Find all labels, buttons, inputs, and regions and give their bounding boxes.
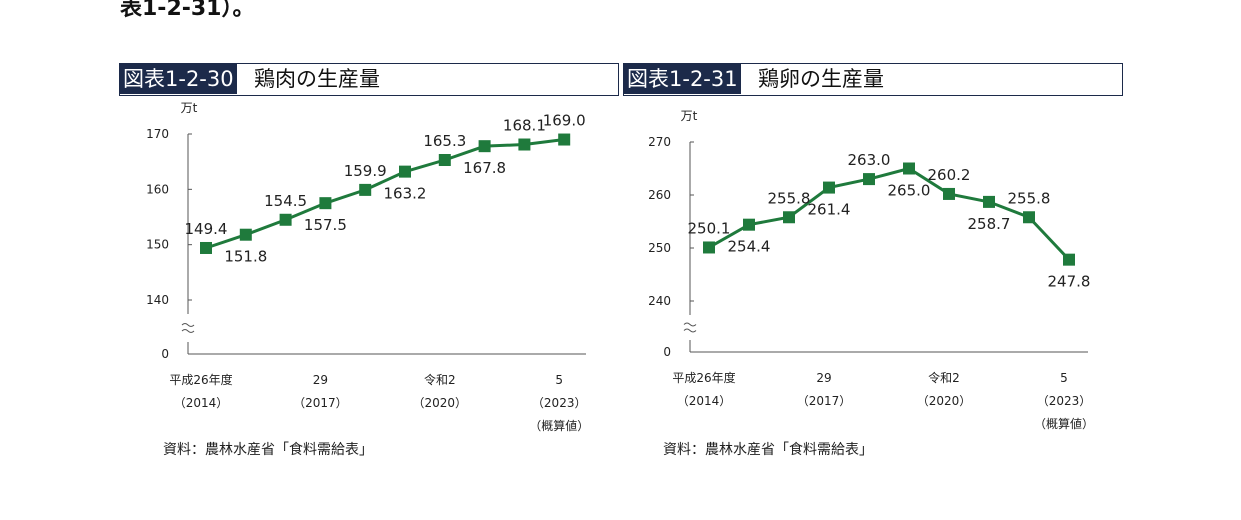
y-tick-label: 160 xyxy=(146,182,169,196)
data-point-marker xyxy=(1023,211,1035,224)
data-point-marker xyxy=(783,211,795,224)
data-point-marker xyxy=(903,162,915,175)
x-tick-label: （2020） xyxy=(917,394,972,408)
data-value-label: 157.5 xyxy=(304,216,347,234)
data-value-label: 159.9 xyxy=(344,162,387,180)
data-point-marker xyxy=(399,165,411,178)
x-tick-label: 29 xyxy=(313,373,328,387)
egg-figure: 図表1-2-31 鶏卵の生産量 万t 240 250 260 270 0 250.1 254.… xyxy=(623,63,1125,458)
data-value-label: 151.8 xyxy=(224,248,267,266)
egg-line-chart: 万t2402502602700250.1254.4255.8261.4263.0… xyxy=(648,109,1094,431)
x-tick-label: （2017） xyxy=(797,394,852,408)
y-tick-label: 250 xyxy=(648,241,671,255)
data-value-label: 169.0 xyxy=(543,112,586,130)
chicken-meat-figure: 図表1-2-30 鶏肉の生産量 万t 140 150 160 170 0 149.4 151.… xyxy=(119,63,621,458)
x-tick-label: （2017） xyxy=(293,396,348,410)
data-point-marker xyxy=(200,241,212,254)
data-point-marker xyxy=(558,133,571,146)
x-tick-label: 29 xyxy=(816,371,831,385)
data-point-marker xyxy=(863,173,875,186)
data-point-marker xyxy=(983,195,995,208)
figure-number-badge: 図表1-2-31 xyxy=(624,64,741,94)
source-note: 資料：農林水産省「食料需給表」 xyxy=(163,442,373,458)
x-tick-label: 5 xyxy=(1060,371,1068,385)
y-tick-label: 270 xyxy=(648,135,671,149)
figure-number-badge: 図表1-2-30 xyxy=(120,64,237,94)
y-tick-label: 240 xyxy=(648,294,671,308)
x-tick-label: （2014） xyxy=(174,396,229,410)
x-tick-label: 平成26年度 xyxy=(672,370,735,385)
data-value-label: 165.3 xyxy=(423,132,466,150)
chicken-meat-line-chart: 万t 140 150 160 170 0 149.4 151.8 154.5 157.5 159.9… xyxy=(146,101,589,433)
data-point-marker xyxy=(743,218,755,231)
data-value-label: 255.8 xyxy=(768,189,811,207)
data-value-label: 255.8 xyxy=(1008,189,1051,207)
data-value-label: 154.5 xyxy=(264,192,307,210)
axis-break-marker xyxy=(181,323,195,333)
data-value-label: 263.0 xyxy=(848,151,891,169)
data-value-label: 167.8 xyxy=(463,159,506,177)
figure-title: 鶏肉の生産量 xyxy=(254,67,380,91)
y-tick-label: 150 xyxy=(146,238,169,252)
series-line xyxy=(708,166,1071,261)
data-value-label: 168.1 xyxy=(503,117,546,135)
x-tick-label: （概算値） xyxy=(1034,416,1094,431)
axis-break-marker xyxy=(683,322,697,333)
x-tick-label: （2023） xyxy=(532,396,587,410)
data-value-label: 149.4 xyxy=(185,220,228,238)
data-point-marker xyxy=(359,183,372,196)
data-point-marker xyxy=(1063,253,1075,266)
x-tick-label: （2023） xyxy=(1037,394,1092,408)
x-tick-label: （2020） xyxy=(413,396,468,410)
data-point-marker xyxy=(279,213,292,226)
series-line xyxy=(205,138,565,250)
figure-title-bar: 図表1-2-31 鶏卵の生産量 xyxy=(623,63,1123,96)
y-tick-label: 170 xyxy=(146,127,169,141)
data-point-marker xyxy=(943,187,955,200)
y-axis-unit-label: 万t xyxy=(681,109,698,123)
x-tick-label: （概算値） xyxy=(529,418,589,433)
data-point-marker xyxy=(478,140,491,153)
x-tick-label: 令和2 xyxy=(928,370,960,385)
data-point-marker xyxy=(518,138,531,151)
y-zero-label: 0 xyxy=(663,345,671,359)
data-point-marker xyxy=(823,181,835,194)
data-value-label: 265.0 xyxy=(888,182,931,200)
figure-title-bar: 図表1-2-30 鶏肉の生産量 xyxy=(119,63,619,96)
y-zero-label: 0 xyxy=(161,347,169,361)
figure-title: 鶏卵の生産量 xyxy=(758,67,884,91)
x-tick-label: 令和2 xyxy=(424,372,456,387)
source-note: 資料：農林水産省「食料需給表」 xyxy=(663,442,873,458)
data-value-label: 261.4 xyxy=(808,201,851,219)
y-tick-label: 260 xyxy=(648,188,671,202)
data-value-label: 260.2 xyxy=(928,166,971,184)
x-tick-label: （2014） xyxy=(677,394,732,408)
data-value-label: 258.7 xyxy=(968,215,1011,233)
data-point-marker xyxy=(703,241,715,254)
data-point-marker xyxy=(438,154,451,167)
data-value-label: 163.2 xyxy=(384,185,427,203)
data-point-marker xyxy=(319,197,332,210)
intro-text-fragment: 表1-2-31）。 xyxy=(120,0,255,21)
x-tick-label: 5 xyxy=(555,373,563,387)
y-axis-unit-label: 万t xyxy=(181,101,198,115)
x-tick-label: 平成26年度 xyxy=(169,372,232,387)
data-point-marker xyxy=(239,228,252,241)
data-value-label: 254.4 xyxy=(728,238,771,256)
data-value-label: 250.1 xyxy=(688,219,731,237)
y-tick-label: 140 xyxy=(146,293,169,307)
data-value-label: 247.8 xyxy=(1048,273,1091,291)
